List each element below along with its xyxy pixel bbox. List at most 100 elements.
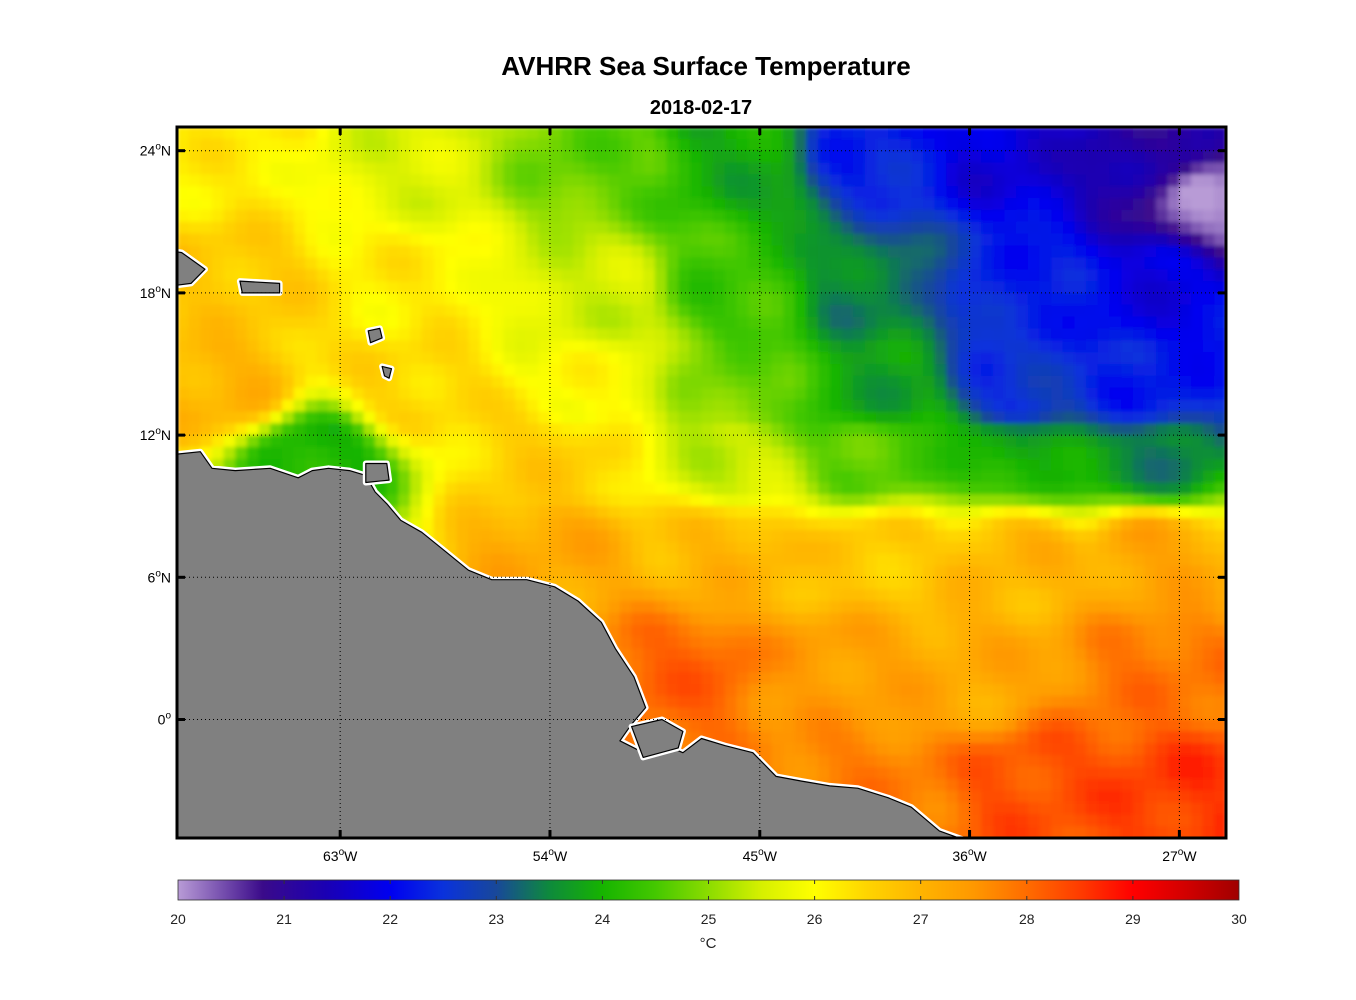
sst-cell: [934, 150, 948, 164]
sst-cell: [899, 233, 913, 247]
sst-cell: [736, 423, 749, 436]
sst-cell: [619, 292, 633, 306]
sst-cell: [1121, 209, 1134, 223]
sst-cell: [1027, 435, 1041, 448]
sst-cell: [957, 636, 971, 650]
sst-cell: [526, 186, 540, 199]
sst-cell: [445, 506, 458, 519]
sst-cell: [818, 328, 831, 341]
sst-cell: [1156, 257, 1169, 271]
sst-cell: [1004, 221, 1017, 235]
sst-cell: [876, 553, 889, 567]
sst-cell: [1179, 221, 1192, 235]
sst-cell: [748, 518, 761, 531]
sst-cell: [596, 269, 610, 282]
sst-cell: [1004, 601, 1017, 614]
sst-cell: [1086, 755, 1099, 768]
sst-cell: [584, 399, 598, 413]
sst-cell: [421, 446, 435, 460]
sst-cell: [911, 506, 924, 519]
sst-cell: [223, 423, 237, 436]
sst-cell: [200, 411, 213, 424]
sst-cell: [643, 127, 656, 140]
sst-cell: [666, 399, 679, 413]
sst-cell: [1039, 458, 1052, 472]
sst-cell: [794, 719, 808, 733]
sst-cell: [281, 446, 295, 460]
sst-cell: [526, 494, 540, 507]
sst-cell: [550, 221, 563, 235]
sst-cell: [1074, 684, 1087, 697]
sst-cell: [1027, 352, 1041, 365]
sst-cell: [1144, 304, 1157, 318]
sst-cell: [305, 399, 318, 413]
sst-cell: [619, 174, 633, 187]
sst-cell: [223, 375, 237, 389]
sst-cell: [911, 423, 924, 436]
sst-cell: [1109, 423, 1122, 436]
sst-cell: [445, 518, 458, 531]
sst-cell: [1027, 672, 1041, 685]
sst-cell: [748, 328, 761, 341]
sst-cell: [853, 636, 866, 650]
sst-cell: [631, 316, 645, 330]
sst-cell: [538, 399, 551, 413]
sst-cell: [596, 186, 610, 199]
sst-cell: [957, 174, 971, 187]
sst-cell: [864, 292, 878, 306]
sst-cell: [1214, 648, 1226, 662]
sst-cell: [1086, 719, 1099, 733]
sst-cell: [888, 766, 901, 780]
sst-cell: [491, 541, 505, 555]
sst-cell: [1191, 446, 1204, 460]
sst-cell: [643, 624, 656, 638]
sst-cell: [771, 138, 784, 152]
sst-cell: [748, 695, 761, 709]
sst-cell: [969, 624, 983, 638]
sst-cell: [1016, 731, 1029, 745]
sst-cell: [316, 221, 330, 235]
sst-cell: [1086, 506, 1099, 519]
sst-cell: [841, 482, 854, 496]
sst-cell: [491, 494, 505, 507]
sst-cell: [1016, 292, 1029, 306]
sst-cell: [853, 316, 866, 330]
sst-cell: [806, 387, 819, 401]
sst-cell: [794, 387, 808, 401]
sst-cell: [491, 221, 505, 235]
sst-cell: [1074, 375, 1087, 389]
sst-cell: [748, 731, 761, 745]
sst-cell: [654, 458, 668, 472]
sst-cell: [876, 316, 889, 330]
sst-cell: [526, 316, 540, 330]
sst-cell: [806, 127, 819, 140]
sst-cell: [305, 411, 318, 424]
sst-cell: [1086, 435, 1099, 448]
sst-cell: [281, 174, 295, 187]
sst-cell: [701, 281, 714, 294]
sst-cell: [596, 150, 610, 164]
sst-cell: [561, 435, 575, 448]
sst-cell: [888, 577, 901, 590]
sst-cell: [829, 435, 843, 448]
sst-cell: [899, 162, 913, 176]
sst-cell: [888, 387, 901, 401]
sst-cell: [550, 411, 563, 424]
sst-cell: [456, 186, 470, 199]
sst-cell: [923, 707, 936, 721]
sst-cell: [853, 162, 866, 176]
sst-cell: [771, 707, 784, 721]
sst-cell: [678, 553, 691, 567]
sst-cell: [992, 127, 1006, 140]
sst-cell: [771, 292, 784, 306]
sst-cell: [736, 127, 749, 140]
sst-cell: [899, 624, 913, 638]
sst-cell: [748, 541, 761, 555]
sst-cell: [398, 257, 411, 271]
sst-cell: [375, 423, 388, 436]
sst-cell: [713, 707, 726, 721]
sst-cell: [888, 719, 901, 733]
sst-cell: [1202, 755, 1216, 768]
sst-cell: [759, 494, 773, 507]
sst-cell: [1179, 352, 1192, 365]
